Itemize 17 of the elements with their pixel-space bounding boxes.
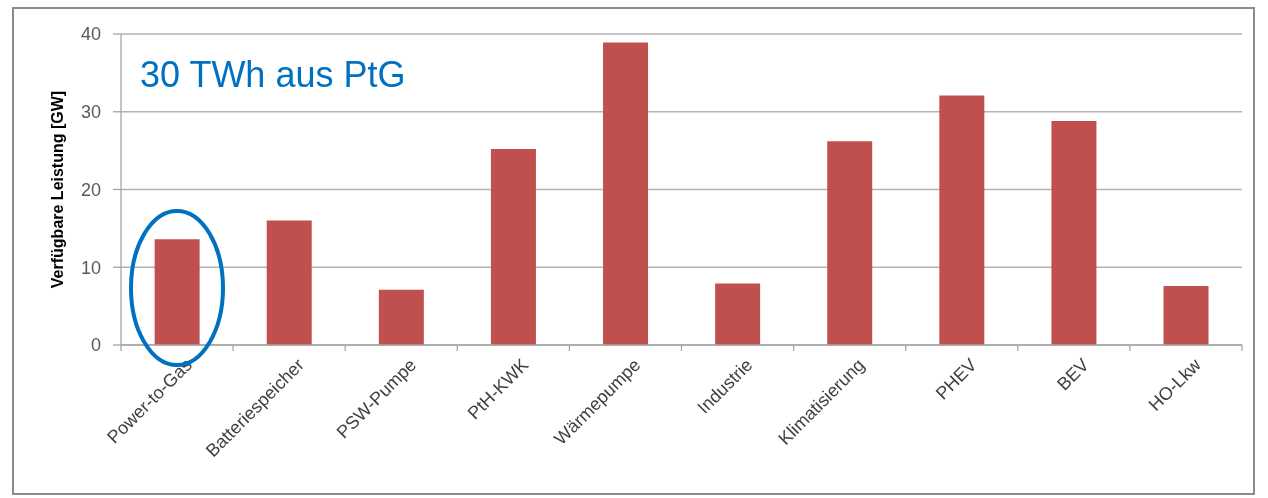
y-tick-label: 20: [80, 179, 101, 200]
bar: [1051, 121, 1097, 345]
y-axis-title: Verfügbare Leistung [GW]: [48, 90, 66, 289]
annotation: 30 TWh aus PtG: [140, 54, 406, 95]
y-tick-label: 30: [80, 102, 101, 123]
y-tick-label: 0: [90, 335, 101, 356]
bar: [939, 95, 985, 345]
bar: [715, 283, 761, 345]
bar: [378, 289, 424, 345]
bar: [827, 141, 873, 345]
bar: [154, 239, 200, 345]
bar: [1163, 285, 1209, 345]
bar: [266, 220, 312, 345]
y-tick-label: 10: [80, 257, 101, 278]
y-tick-label: 40: [80, 24, 101, 45]
bar: [603, 42, 649, 345]
bar: [490, 149, 536, 345]
